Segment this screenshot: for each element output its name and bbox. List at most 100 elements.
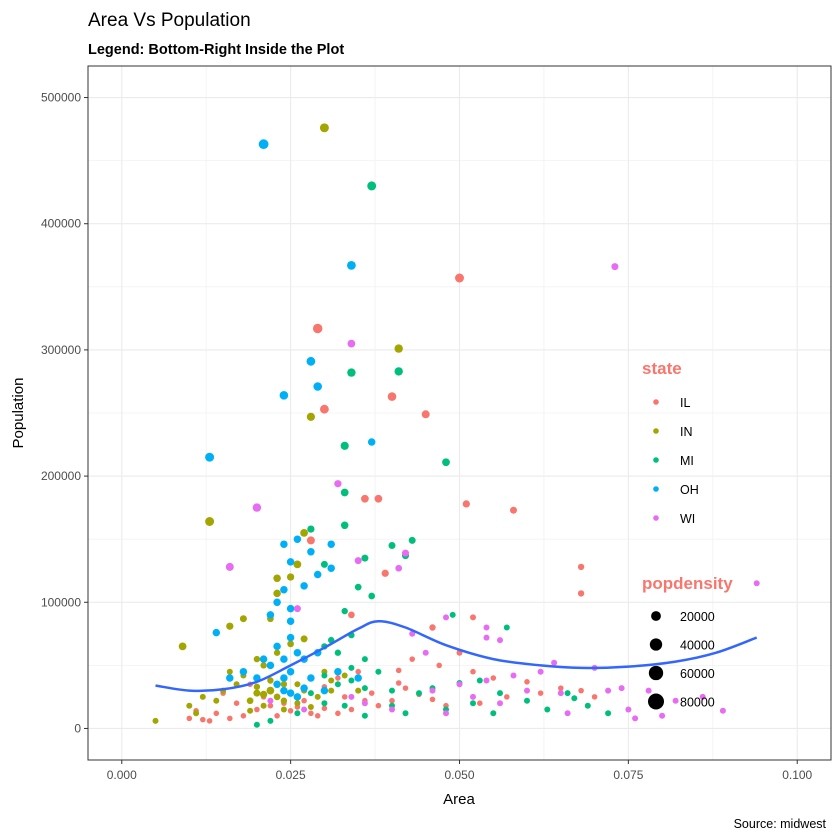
data-point-mi — [367, 181, 377, 191]
data-point-il — [577, 563, 585, 571]
data-point-mi — [408, 536, 416, 544]
data-point-il — [368, 690, 375, 696]
data-point-in — [300, 635, 308, 643]
data-point-wi — [361, 700, 368, 707]
data-point-mi — [340, 521, 349, 530]
data-point-mi — [348, 664, 355, 671]
data-point-mi — [375, 668, 382, 675]
data-point-in — [226, 622, 234, 630]
data-point-mi — [340, 441, 349, 450]
data-point-in — [328, 687, 335, 694]
state-legend-label: OH — [680, 483, 699, 497]
data-point-mi — [389, 687, 395, 694]
data-point-wi — [347, 339, 356, 348]
data-point-wi — [551, 659, 558, 666]
data-point-wi — [225, 562, 234, 571]
data-point-in — [260, 702, 267, 709]
data-point-il — [421, 410, 430, 419]
data-point-oh — [205, 452, 215, 462]
data-point-il — [213, 710, 220, 717]
state-legend-label: IL — [680, 396, 690, 410]
x-tick-label: 0.075 — [613, 768, 643, 782]
data-point-in — [253, 683, 261, 690]
data-point-in — [253, 689, 261, 697]
data-point-il — [577, 590, 585, 597]
data-point-oh — [273, 680, 281, 689]
data-point-mi — [449, 611, 456, 618]
data-point-in — [239, 615, 247, 623]
data-point-mi — [571, 695, 578, 702]
data-point-il — [490, 675, 497, 681]
data-point-in — [293, 560, 302, 569]
data-point-il — [402, 685, 409, 691]
data-point-oh — [280, 686, 288, 695]
data-point-il — [240, 713, 247, 719]
data-point-mi — [354, 583, 362, 591]
data-point-il — [477, 700, 483, 706]
data-point-mi — [321, 672, 328, 679]
data-point-il — [409, 656, 415, 662]
state-legend-key-mi — [653, 457, 659, 463]
data-point-wi — [389, 706, 395, 713]
state-legend: state IL IN MI OH WI — [642, 359, 699, 526]
data-point-wi — [753, 580, 760, 587]
data-point-in — [287, 640, 294, 648]
data-point-il — [436, 662, 442, 669]
popdensity-legend-label: 80000 — [680, 696, 715, 710]
data-point-mi — [347, 368, 356, 377]
popdensity-legend-key — [651, 611, 661, 621]
data-point-wi — [497, 637, 503, 644]
data-point-wi — [524, 687, 530, 694]
data-point-wi — [618, 685, 625, 692]
data-point-oh — [286, 689, 295, 697]
data-point-oh — [367, 438, 376, 446]
data-point-il — [395, 667, 402, 674]
data-point-mi — [307, 690, 314, 697]
data-point-il — [504, 694, 510, 700]
data-point-in — [205, 517, 215, 526]
data-point-in — [273, 589, 281, 598]
data-point-il — [321, 705, 328, 712]
data-point-mi — [524, 697, 530, 704]
data-point-mi — [470, 700, 476, 707]
data-point-oh — [354, 674, 362, 682]
data-point-il — [186, 715, 193, 722]
data-point-oh — [286, 558, 295, 566]
popdensity-legend-key — [649, 638, 663, 651]
data-point-wi — [672, 697, 679, 704]
data-point-il — [462, 500, 470, 508]
x-tick-label: 0.050 — [444, 768, 474, 782]
x-axis-label: Area — [443, 791, 475, 808]
data-point-in — [341, 672, 348, 679]
data-point-oh — [307, 674, 315, 682]
data-point-oh — [239, 667, 248, 676]
data-point-in — [307, 704, 314, 710]
data-point-oh — [273, 598, 281, 607]
data-point-mi — [388, 542, 396, 549]
y-tick-label: 0 — [74, 721, 81, 735]
data-point-il — [287, 708, 294, 714]
y-tick-label: 400000 — [41, 217, 81, 231]
data-point-mi — [348, 677, 355, 684]
data-point-in — [273, 693, 281, 701]
points-layer — [152, 123, 760, 728]
popdensity-legend-key — [648, 665, 664, 681]
chart-title: Area Vs Population — [88, 10, 251, 31]
data-point-wi — [483, 677, 490, 684]
data-point-in — [394, 344, 403, 353]
data-point-mi — [340, 488, 349, 497]
data-point-mi — [497, 690, 503, 697]
data-point-wi — [564, 710, 571, 717]
data-point-il — [254, 706, 260, 713]
data-point-il — [591, 694, 598, 700]
data-point-il — [233, 700, 240, 706]
data-point-mi — [416, 690, 422, 697]
data-point-in — [259, 690, 268, 699]
data-point-oh — [347, 261, 356, 270]
data-point-wi — [632, 715, 639, 722]
data-point-oh — [293, 648, 302, 657]
data-point-oh — [286, 633, 295, 642]
data-point-oh — [293, 693, 302, 701]
data-point-il — [381, 569, 389, 577]
